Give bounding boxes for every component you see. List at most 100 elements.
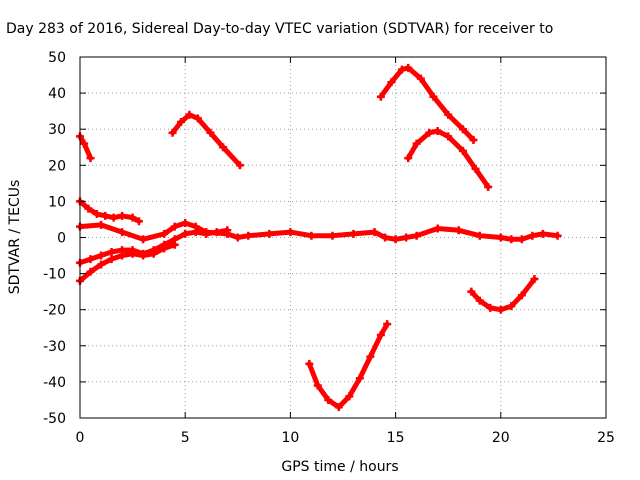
data-point (349, 229, 358, 238)
series-band-near-zero (77, 220, 561, 242)
data-point (496, 305, 505, 314)
data-point (86, 154, 95, 163)
data-point (181, 219, 190, 228)
data-point (334, 403, 343, 412)
x-tick-label: 25 (597, 430, 615, 446)
data-point (84, 204, 93, 213)
data-point (206, 128, 215, 137)
data-point (517, 291, 526, 300)
data-point (475, 231, 484, 240)
data-point (149, 249, 158, 258)
data-point (366, 352, 375, 361)
data-point (86, 267, 95, 276)
data-point (160, 244, 169, 253)
data-point (185, 110, 194, 119)
data-point (528, 231, 537, 240)
data-point (107, 247, 116, 256)
data-point (507, 302, 516, 311)
data-point (118, 211, 127, 220)
data-point (328, 231, 337, 240)
data-point (370, 228, 379, 237)
data-point (97, 251, 106, 260)
data-point (404, 63, 413, 72)
x-tick-label: 0 (76, 430, 85, 446)
data-point (176, 117, 185, 126)
x-tick-label: 5 (181, 430, 190, 446)
data-point (170, 240, 179, 249)
data-point (128, 213, 137, 222)
data-point (219, 143, 228, 152)
data-point (412, 139, 421, 148)
data-point (107, 255, 116, 264)
data-point (530, 275, 539, 284)
data-point (160, 229, 169, 238)
data-point (397, 65, 406, 74)
data-point (444, 110, 453, 119)
data-point (355, 374, 364, 383)
x-tick-label: 10 (281, 430, 299, 446)
series-layer (76, 63, 562, 412)
y-tick-label: 50 (48, 50, 66, 66)
data-point (109, 213, 118, 222)
series-band-minus-12 (77, 242, 178, 284)
data-point (416, 74, 425, 83)
data-point (507, 235, 516, 244)
y-tick-label: -10 (43, 267, 66, 283)
data-point (307, 231, 316, 240)
data-point (181, 229, 190, 238)
data-point (191, 228, 200, 237)
y-tick-label: 10 (48, 194, 66, 210)
data-point (376, 330, 385, 339)
data-point (80, 139, 89, 148)
data-point (471, 164, 480, 173)
data-point (324, 395, 333, 404)
data-point (202, 229, 211, 238)
y-tick-label: -20 (43, 303, 66, 319)
data-point (444, 132, 453, 141)
data-point (484, 182, 493, 191)
data-point (383, 320, 392, 329)
data-point (101, 211, 110, 220)
y-tick-label: -40 (43, 375, 66, 391)
data-point (244, 231, 253, 240)
data-point (193, 114, 202, 123)
data-point (376, 92, 385, 101)
data-point (139, 235, 148, 244)
x-tick-label: 15 (387, 430, 405, 446)
data-point (86, 255, 95, 264)
data-point (313, 381, 322, 390)
data-point (305, 359, 314, 368)
data-point (412, 231, 421, 240)
data-point (454, 226, 463, 235)
y-tick-label: 30 (48, 122, 66, 138)
data-point (233, 233, 242, 242)
data-point (92, 210, 101, 219)
chart-title: Day 283 of 2016, Sidereal Day-to-day VTE… (6, 21, 553, 37)
y-tick-label: -30 (43, 339, 66, 355)
data-point (128, 249, 137, 258)
x-tick-label: 20 (492, 430, 510, 446)
data-point (265, 229, 274, 238)
data-point (381, 233, 390, 242)
data-point (538, 229, 547, 238)
data-point (553, 231, 562, 240)
y-tick-label: 40 (48, 86, 66, 102)
data-point (139, 251, 148, 260)
data-point (170, 222, 179, 231)
y-tick-label: -50 (43, 411, 66, 427)
data-point (97, 220, 106, 229)
data-point (235, 161, 244, 170)
data-point (467, 287, 476, 296)
data-point (212, 228, 221, 237)
data-point (486, 303, 495, 312)
data-point (433, 127, 442, 136)
data-point (118, 228, 127, 237)
data-point (168, 128, 177, 137)
data-point (402, 233, 411, 242)
data-point (496, 233, 505, 242)
data-point (223, 226, 232, 235)
data-point (517, 235, 526, 244)
data-point (425, 128, 434, 137)
data-point (458, 125, 467, 134)
